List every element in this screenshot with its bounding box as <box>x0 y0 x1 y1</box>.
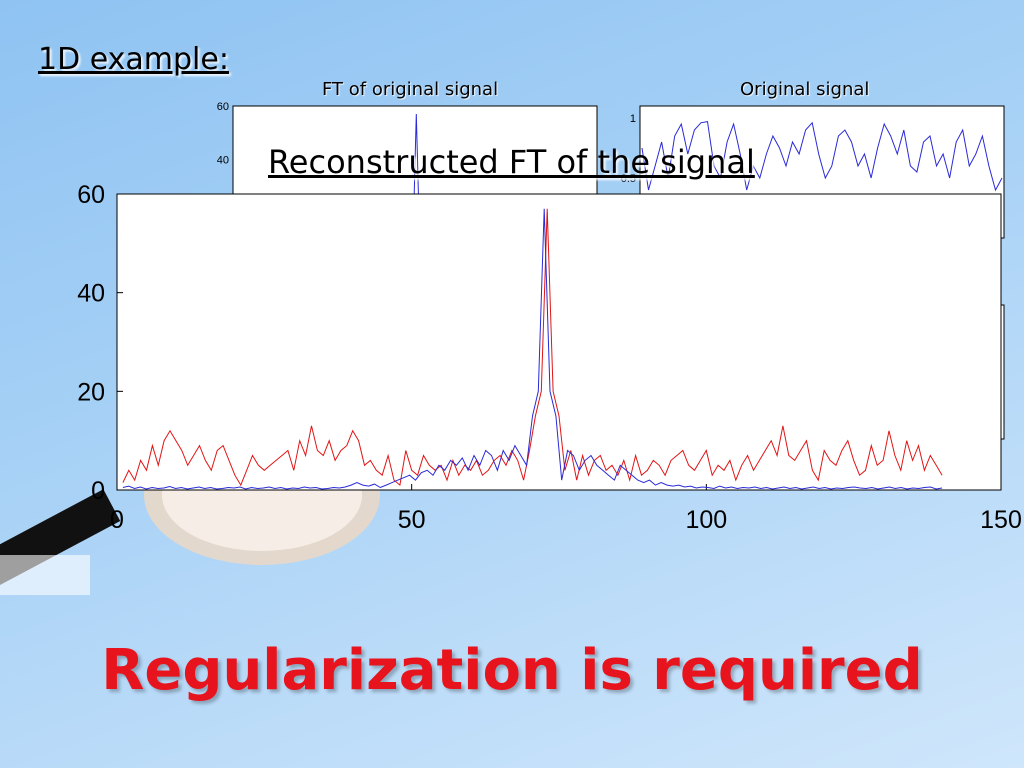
original-signal-title: Original signal <box>740 79 870 100</box>
reconstructed-ft-red-series-line <box>122 208 943 487</box>
footer-message: Regularization is required <box>101 638 923 703</box>
reconstructed-ft-plot: 0 20 40 60 0 50 100 150 <box>77 181 1022 534</box>
ft-original-title: FT of original signal <box>322 79 499 100</box>
reconstructed-ft-x-tick-label: 50 <box>398 506 426 534</box>
reconstructed-ft-blue-series-line <box>122 208 943 490</box>
reconstructed-ft-y-tick-label: 0 <box>91 477 105 505</box>
reconstructed-ft-y-tick-label: 40 <box>77 280 105 308</box>
original-signal-y-tick-label: 0.5 <box>621 173 636 185</box>
original-signal-series-line <box>641 121 1003 192</box>
reconstructed-ft-axis-ticks: 0 20 40 60 0 50 100 150 <box>77 181 1022 534</box>
slide-title: 1D example: <box>38 42 229 77</box>
reconstructed-ft-y-tick-label: 60 <box>77 181 105 209</box>
reconstructed-ft-y-tick-label: 20 <box>77 378 105 406</box>
ft-original-y-tick-label: 60 <box>217 101 229 113</box>
reconstructed-ft-x-tick-label: 0 <box>110 506 124 534</box>
original-signal-y-ticks: 10.5 <box>621 113 636 185</box>
reconstructed-ft-x-tick-label: 100 <box>685 506 727 534</box>
reconstructed-ft-title: Reconstructed FT of the signal <box>268 143 755 181</box>
original-signal-y-tick-label: 1 <box>630 113 636 125</box>
reconstructed-ft-x-tick-label: 150 <box>980 506 1022 534</box>
ft-original-y-tick-label: 40 <box>217 154 229 166</box>
